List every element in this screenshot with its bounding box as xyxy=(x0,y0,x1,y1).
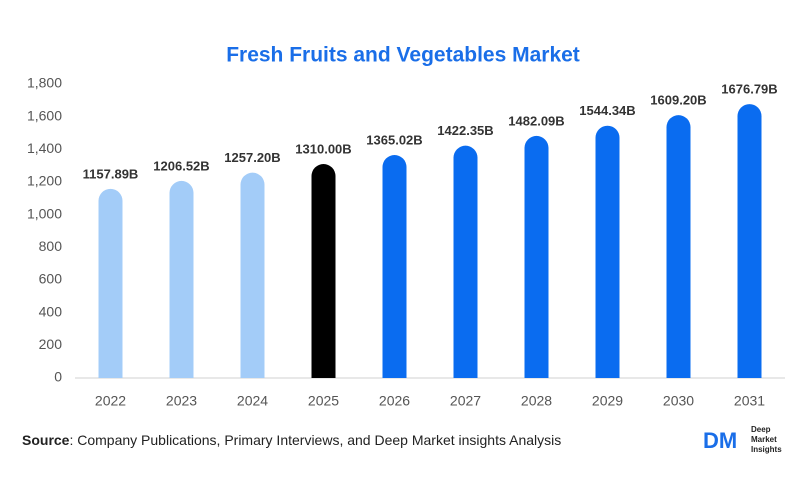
bar xyxy=(453,145,478,378)
x-tick-label: 2028 xyxy=(521,393,552,409)
source-text: : Company Publications, Primary Intervie… xyxy=(69,432,561,448)
logo-text: Market xyxy=(751,435,777,444)
x-tick-label: 2025 xyxy=(308,393,339,409)
value-label: 1257.20B xyxy=(224,150,280,165)
y-tick-label: 600 xyxy=(39,271,63,287)
x-tick-label: 2031 xyxy=(734,393,765,409)
x-tick-label: 2026 xyxy=(379,393,410,409)
logo-text: Deep xyxy=(751,425,771,434)
source-label: Source xyxy=(22,432,70,448)
x-tick-label: 2022 xyxy=(95,393,126,409)
bar xyxy=(169,180,194,378)
y-tick-label: 200 xyxy=(39,336,63,352)
bar xyxy=(240,172,265,378)
bar xyxy=(737,104,762,378)
y-tick-label: 1,400 xyxy=(27,140,62,156)
y-tick-label: 400 xyxy=(39,303,63,319)
value-label: 1544.34B xyxy=(579,103,635,118)
y-tick-label: 1,000 xyxy=(27,205,62,221)
y-tick-label: 0 xyxy=(54,369,62,385)
x-tick-label: 2029 xyxy=(592,393,623,409)
value-label: 1157.89B xyxy=(83,166,139,181)
bar xyxy=(524,135,549,378)
bar xyxy=(382,155,407,378)
value-label: 1422.35B xyxy=(437,123,493,138)
bar xyxy=(98,188,123,378)
y-tick-label: 1,200 xyxy=(27,173,62,189)
x-tick-label: 2024 xyxy=(237,393,268,409)
value-label: 1482.09B xyxy=(508,113,564,128)
logo-text: Insights xyxy=(751,445,782,454)
value-label: 1365.02B xyxy=(366,132,422,147)
x-tick-label: 2030 xyxy=(663,393,694,409)
value-label: 1676.79B xyxy=(721,82,777,97)
x-tick-label: 2027 xyxy=(450,393,481,409)
value-label: 1206.52B xyxy=(153,158,209,173)
x-tick-label: 2023 xyxy=(166,393,197,409)
chart-title: Fresh Fruits and Vegetables Market xyxy=(226,44,580,67)
logo-mark: DM xyxy=(703,428,737,453)
bar xyxy=(666,115,691,378)
y-tick-label: 1,800 xyxy=(27,75,62,91)
y-tick-label: 800 xyxy=(39,238,63,254)
value-label: 1609.20B xyxy=(650,93,706,108)
bar xyxy=(311,164,336,378)
bar xyxy=(595,125,620,378)
source: Source: Company Publications, Primary In… xyxy=(22,432,561,448)
y-tick-label: 1,600 xyxy=(27,107,62,123)
value-label: 1310.00B xyxy=(295,141,351,156)
